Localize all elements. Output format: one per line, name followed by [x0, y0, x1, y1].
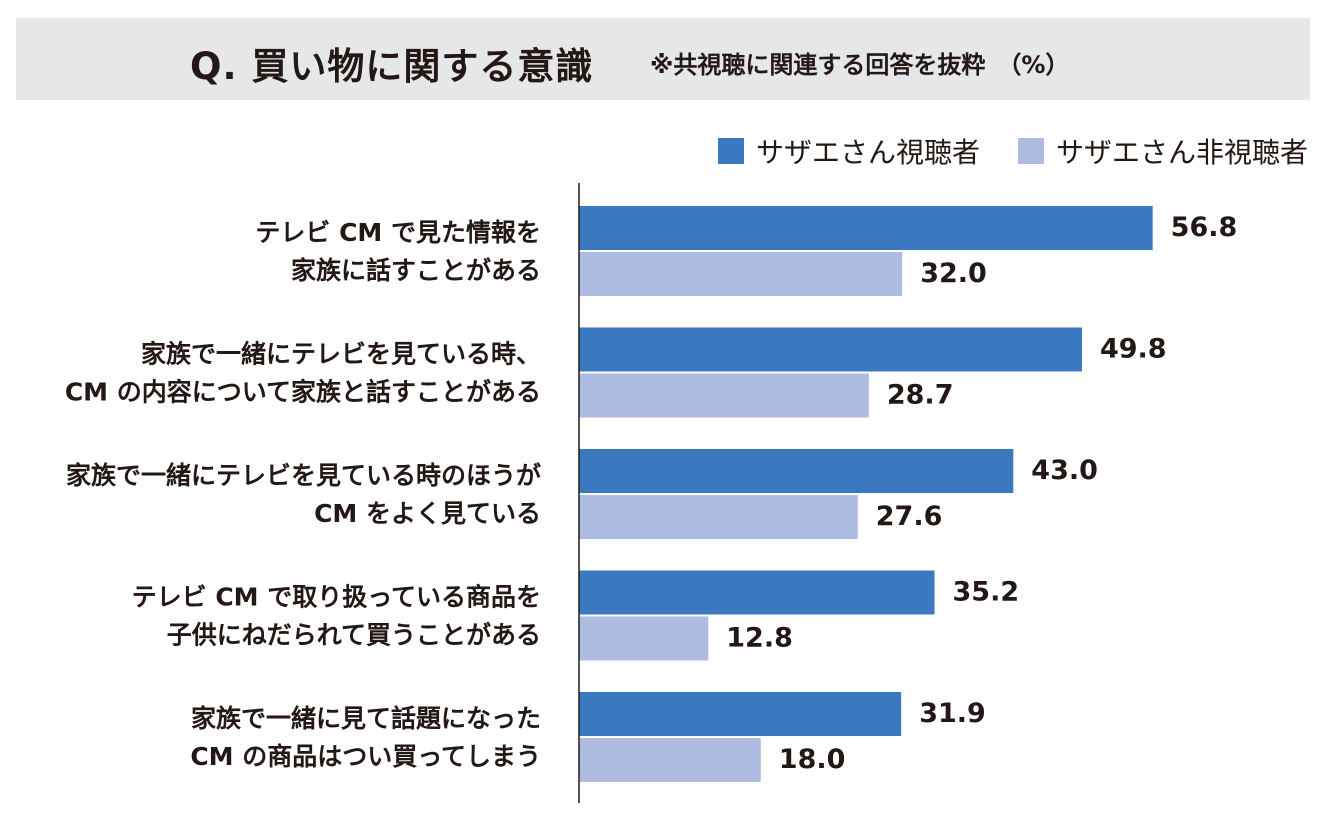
value-label-series-1-cat-1: 28.7 — [887, 380, 954, 411]
category-label-0-line-1: 家族に話すことがある — [291, 256, 541, 285]
value-label-series-1-cat-4: 18.0 — [779, 744, 846, 775]
category-label-3-line-0: テレビ CM で取り扱っている商品を — [132, 583, 541, 612]
legend-swatch-non-viewer — [1017, 138, 1044, 164]
category-label-1-line-0: 家族で一緒にテレビを見ている時、 — [141, 340, 541, 369]
bar-series-0-cat-4 — [579, 692, 902, 736]
legend-swatch-viewer — [717, 138, 744, 164]
category-label-2-line-0: 家族で一緒にテレビを見ている時のほうが — [66, 461, 541, 490]
value-label-series-1-cat-3: 12.8 — [726, 623, 793, 654]
value-label-series-0-cat-4: 31.9 — [919, 698, 986, 729]
value-label-series-0-cat-3: 35.2 — [953, 577, 1020, 608]
chart-subtitle: ※共視聴に関連する回答を抜粋 （%） — [650, 51, 1070, 79]
value-label-series-0-cat-1: 49.8 — [1100, 334, 1167, 365]
bar-series-0-cat-1 — [579, 327, 1082, 372]
bar-series-1-cat-2 — [579, 495, 858, 539]
legend-item-non-viewer: サザエさん非視聴者 — [1017, 131, 1308, 171]
category-label-2-line-1: CM をよく見ている — [314, 499, 541, 528]
value-label-series-0-cat-0: 56.8 — [1171, 212, 1238, 243]
value-label-series-1-cat-2: 27.6 — [876, 501, 943, 532]
legend-label-non-viewer: サザエさん非視聴者 — [1055, 136, 1308, 169]
legend: サザエさん視聴者 サザエさん非視聴者 — [680, 131, 1308, 171]
chart-title: Q. 買い物に関する意識 — [190, 45, 594, 88]
bar-series-1-cat-3 — [579, 616, 709, 661]
category-label-3-line-1: 子供にねだられて買うことがある — [167, 621, 541, 650]
bar-series-1-cat-1 — [579, 373, 869, 418]
bar-series-1-cat-4 — [579, 738, 761, 782]
bar-series-0-cat-2 — [579, 449, 1014, 493]
category-label-1-line-1: CM の内容について家族と話すことがある — [65, 378, 541, 407]
value-label-series-1-cat-0: 32.0 — [920, 258, 987, 289]
category-label-4-line-0: 家族で一緒に見て話題になった — [191, 704, 541, 733]
value-label-series-0-cat-2: 43.0 — [1031, 455, 1098, 486]
category-label-0-line-0: テレビ CM で見た情報を — [255, 218, 541, 247]
bar-series-0-cat-3 — [579, 570, 935, 615]
legend-label-viewer: サザエさん視聴者 — [755, 136, 980, 169]
bar-series-1-cat-0 — [579, 252, 903, 296]
category-label-4-line-1: CM の商品はつい買ってしまう — [190, 742, 541, 771]
header-band — [16, 18, 1310, 100]
bar-series-0-cat-0 — [579, 206, 1153, 250]
legend-item-viewer: サザエさん視聴者 — [717, 131, 980, 171]
